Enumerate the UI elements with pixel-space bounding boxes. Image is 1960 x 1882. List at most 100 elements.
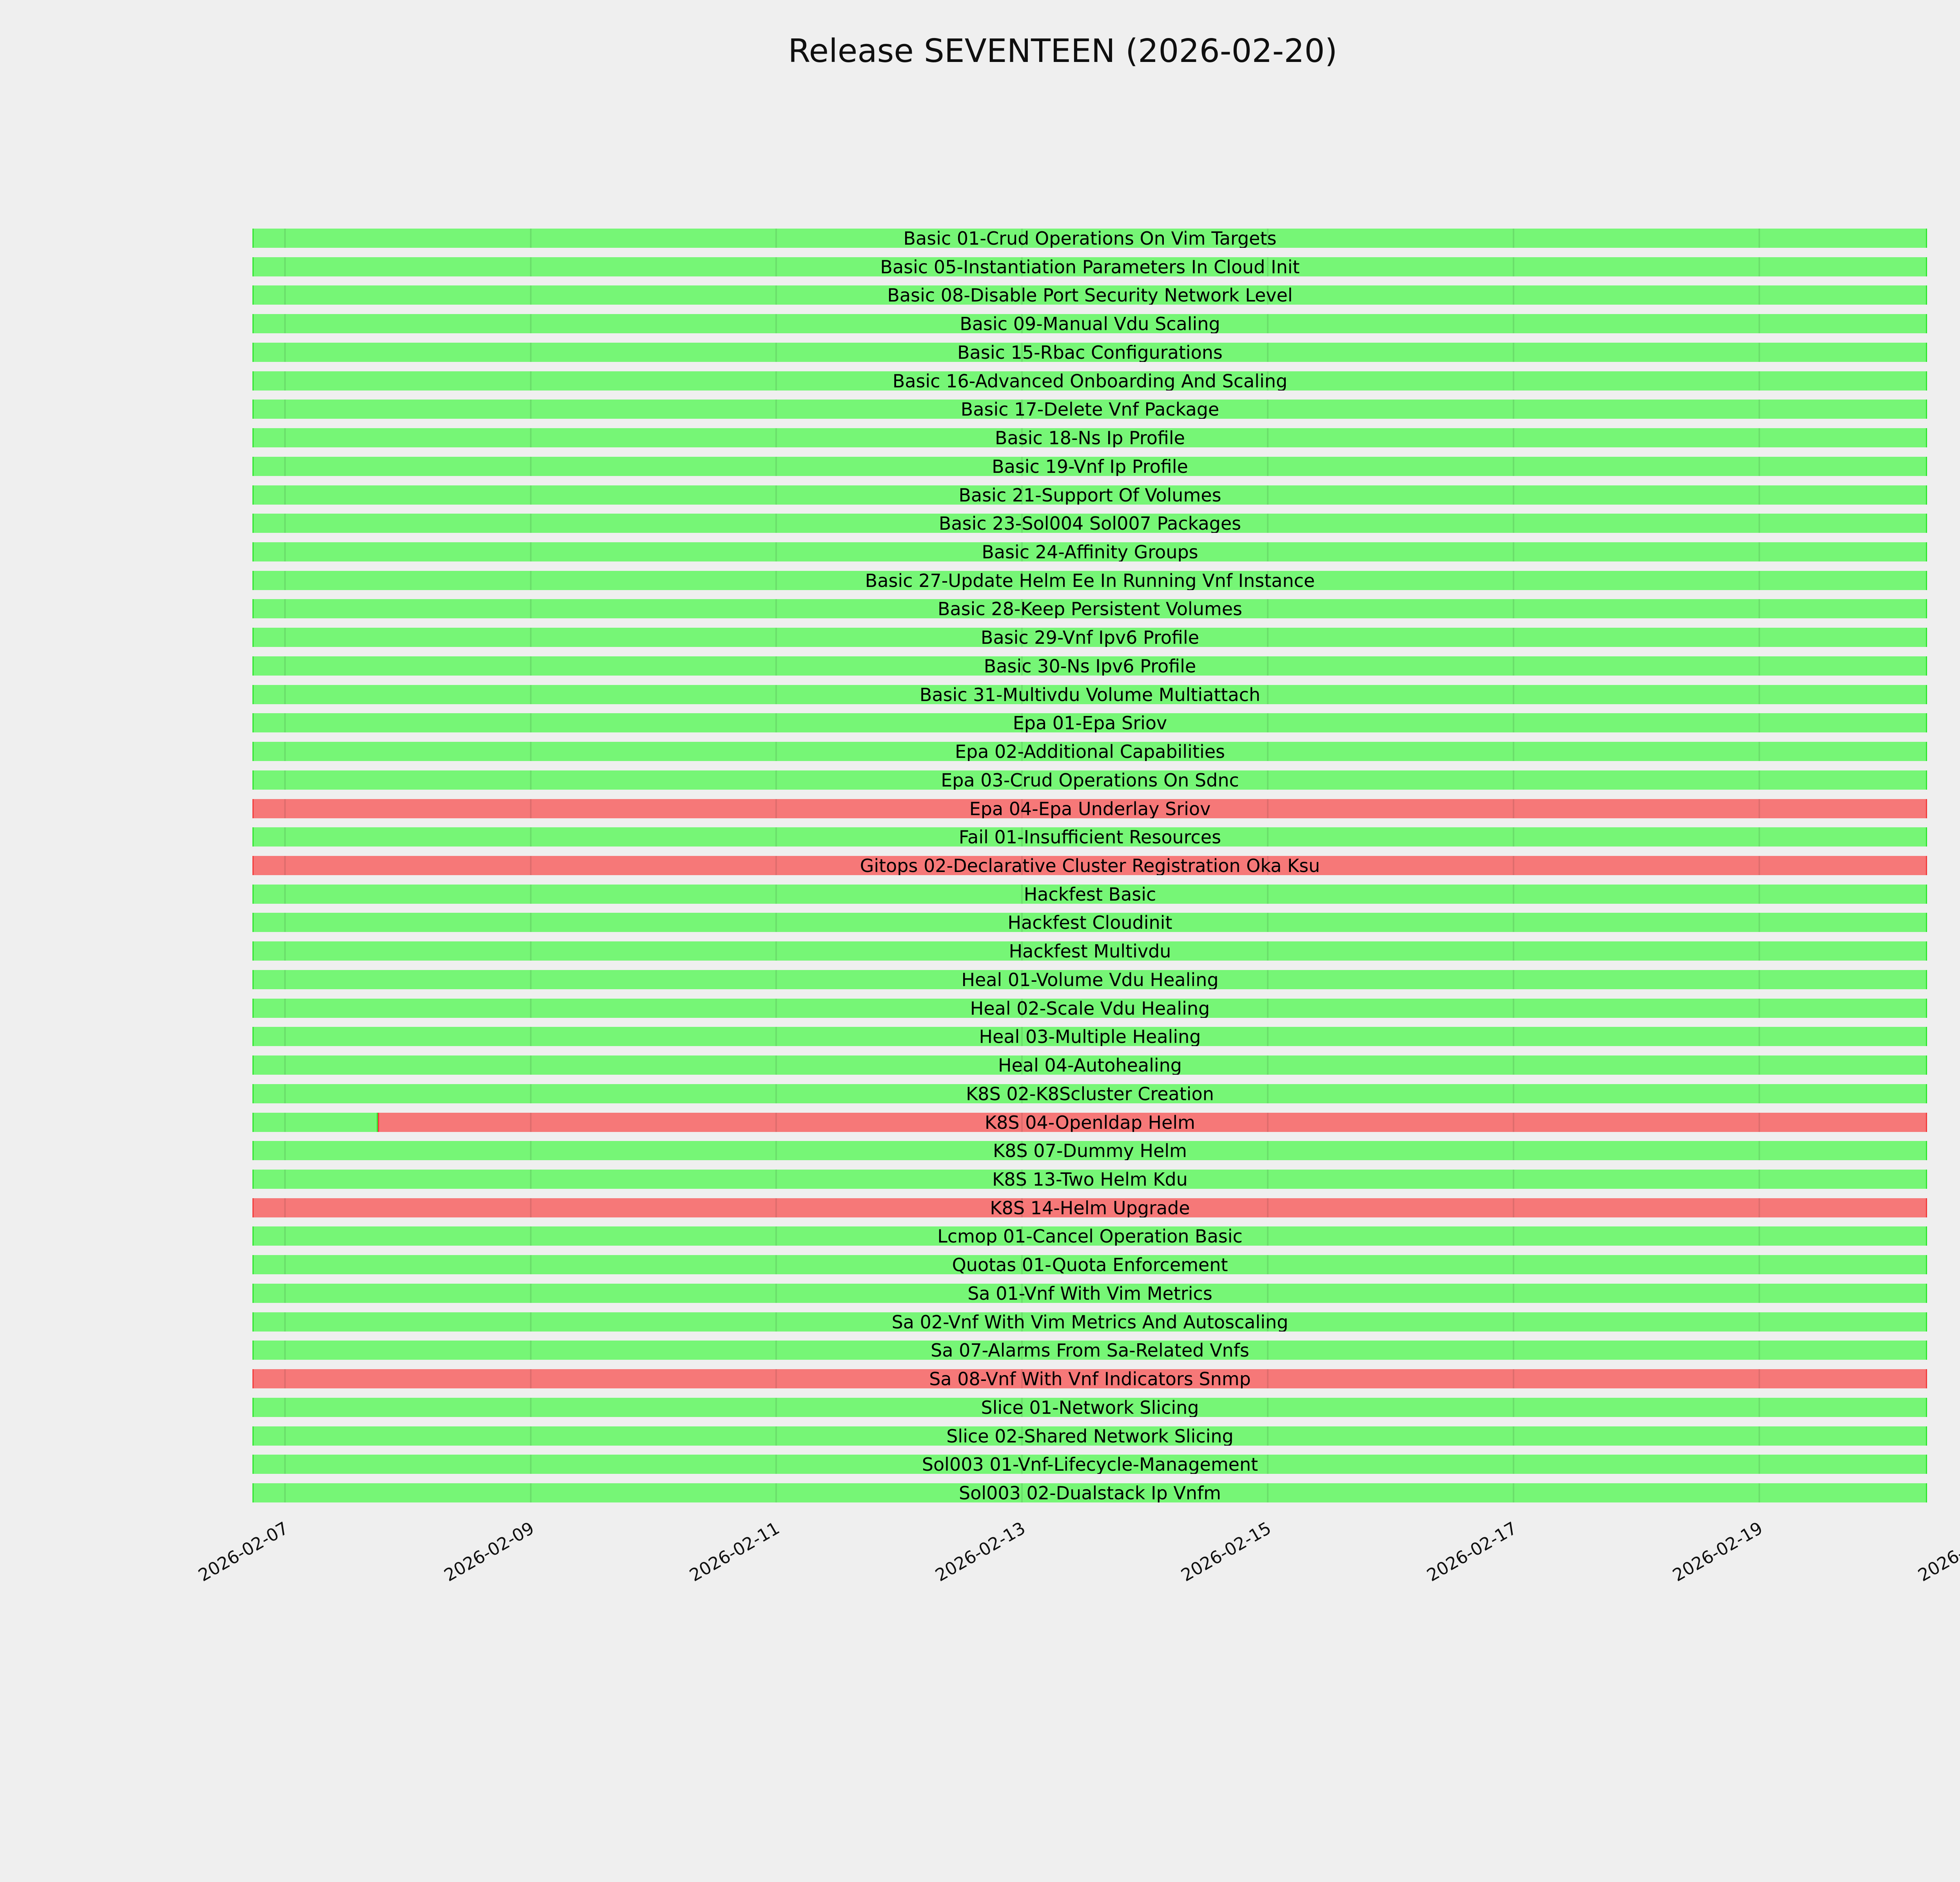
task-bar-segment-pass: [252, 1283, 1927, 1303]
task-bar-segment-pass: [252, 257, 1927, 276]
x-gridline: [1512, 884, 1514, 904]
x-gridline: [1758, 229, 1760, 248]
task-label: Heal 04-Autohealing: [998, 1055, 1182, 1075]
x-gridline: [1512, 485, 1514, 505]
task-label: Lcmop 01-Cancel Operation Basic: [937, 1226, 1243, 1246]
x-gridline: [530, 1341, 532, 1360]
x-gridline: [775, 428, 777, 448]
gantt-row: Epa 01-Epa Sriov: [252, 713, 1927, 733]
gantt-row: Epa 03-Crud Operations On Sdnc: [252, 770, 1927, 790]
x-gridline: [530, 1312, 532, 1332]
x-gridline: [1021, 400, 1023, 419]
x-gridline: [284, 1027, 286, 1046]
x-gridline: [1758, 941, 1760, 961]
x-gridline: [1021, 1055, 1023, 1075]
x-gridline: [284, 599, 286, 619]
x-gridline: [1267, 1226, 1269, 1246]
x-gridline: [1758, 1426, 1760, 1446]
x-gridline: [284, 400, 286, 419]
x-gridline: [530, 257, 532, 276]
task-bar-segment-pass: [252, 941, 1927, 961]
x-gridline: [775, 1312, 777, 1332]
x-gridline: [530, 456, 532, 476]
task-label: Basic 05-Instantiation Parameters In Clo…: [880, 257, 1300, 276]
x-gridline: [1267, 970, 1269, 989]
task-label: Basic 17-Delete Vnf Package: [960, 400, 1220, 419]
x-gridline: [1758, 799, 1760, 818]
gantt-row: Fail 01-Insufficient Resources: [252, 827, 1927, 847]
task-bar-segment-pass: [252, 742, 1927, 761]
x-gridline: [1758, 1112, 1760, 1132]
gantt-row: Heal 02-Scale Vdu Healing: [252, 998, 1927, 1018]
x-gridline: [775, 1112, 777, 1132]
x-gridline: [1267, 371, 1269, 391]
x-gridline: [1021, 342, 1023, 362]
x-gridline: [530, 1112, 532, 1132]
gantt-row: Hackfest Multivdu: [252, 941, 1927, 961]
x-gridline: [1267, 1141, 1269, 1161]
x-gridline: [284, 314, 286, 334]
task-bar-segment-pass: [252, 1169, 1927, 1189]
x-gridline: [1512, 514, 1514, 533]
x-gridline: [1512, 314, 1514, 334]
x-gridline: [1267, 1169, 1269, 1189]
x-gridline: [1512, 970, 1514, 989]
gantt-row: K8S 07-Dummy Helm: [252, 1141, 1927, 1161]
x-gridline: [1512, 1397, 1514, 1417]
task-bar-segment-pass: [252, 1027, 1927, 1046]
x-gridline: [1267, 1483, 1269, 1502]
x-gridline: [1021, 1397, 1023, 1417]
x-gridline: [284, 1055, 286, 1075]
x-gridline: [284, 485, 286, 505]
x-gridline: [530, 884, 532, 904]
gantt-row: Basic 15-Rbac Configurations: [252, 342, 1927, 362]
x-gridline: [1267, 713, 1269, 733]
gantt-row: K8S 04-Openldap Helm: [252, 1112, 1927, 1132]
x-gridline: [1758, 342, 1760, 362]
task-bar-segment-pass: [252, 685, 1927, 704]
gantt-row: Sol003 01-Vnf-Lifecycle-Management: [252, 1455, 1927, 1474]
x-gridline: [284, 856, 286, 875]
x-gridline: [530, 1169, 532, 1189]
x-gridline: [1021, 1112, 1023, 1132]
task-label: Sa 02-Vnf With Vim Metrics And Autoscali…: [891, 1312, 1289, 1332]
x-gridline: [1021, 1198, 1023, 1217]
x-gridline: [1267, 1369, 1269, 1389]
x-gridline: [1758, 514, 1760, 533]
gantt-row: Gitops 02-Declarative Cluster Registrati…: [252, 856, 1927, 875]
x-gridline: [530, 856, 532, 875]
x-gridline: [775, 970, 777, 989]
task-bar-segment-pass: [252, 1397, 1927, 1417]
gantt-row: Basic 05-Instantiation Parameters In Clo…: [252, 257, 1927, 276]
x-gridline: [1758, 970, 1760, 989]
x-gridline: [530, 514, 532, 533]
x-gridline: [1758, 1055, 1760, 1075]
x-gridline: [284, 229, 286, 248]
gantt-row: K8S 14-Helm Upgrade: [252, 1198, 1927, 1217]
task-label: Sa 07-Alarms From Sa-Related Vnfs: [931, 1341, 1249, 1360]
task-label: Epa 04-Epa Underlay Sriov: [969, 799, 1211, 818]
x-gridline: [775, 1397, 777, 1417]
x-gridline: [530, 570, 532, 590]
task-bar-segment-pass: [252, 998, 1927, 1018]
x-gridline: [530, 713, 532, 733]
x-gridline: [1267, 1397, 1269, 1417]
task-label: Sol003 02-Dualstack Ip Vnfm: [959, 1483, 1221, 1502]
x-gridline: [530, 998, 532, 1018]
x-gridline: [1758, 1341, 1760, 1360]
x-gridline: [775, 514, 777, 533]
x-gridline: [1512, 1483, 1514, 1502]
x-gridline: [775, 456, 777, 476]
x-gridline: [775, 685, 777, 704]
x-gridline: [1758, 913, 1760, 932]
x-gridline: [530, 400, 532, 419]
task-bar-segment-pass: [252, 628, 1927, 647]
x-gridline: [775, 827, 777, 847]
x-gridline: [1021, 941, 1023, 961]
x-gridline: [1021, 856, 1023, 875]
x-gridline: [284, 1483, 286, 1502]
x-gridline: [1267, 913, 1269, 932]
gantt-row: Basic 24-Affinity Groups: [252, 542, 1927, 561]
x-gridline: [1021, 1341, 1023, 1360]
x-gridline: [284, 1312, 286, 1332]
